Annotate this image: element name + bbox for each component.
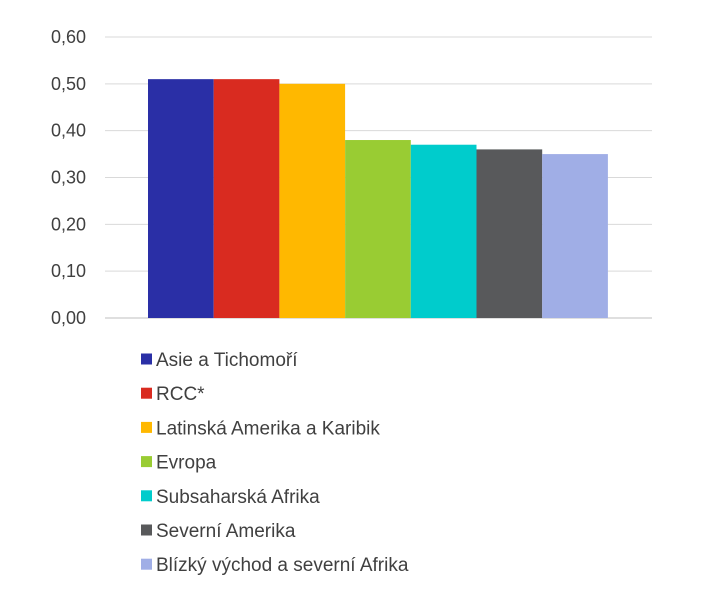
y-tick-label: 0,50 xyxy=(51,74,86,94)
legend-item: Evropa xyxy=(141,453,217,474)
bar xyxy=(148,79,214,319)
legend-swatch xyxy=(141,558,152,570)
bars xyxy=(148,79,608,319)
y-tick-label: 0,60 xyxy=(51,27,86,47)
legend-swatch xyxy=(141,456,152,468)
legend-label: Asie a Tichomoří xyxy=(156,350,298,371)
legend: Asie a Tichomoří RCC* Latinská Amerika a K… xyxy=(141,350,409,576)
bar xyxy=(345,140,411,318)
bar xyxy=(410,144,477,318)
bar xyxy=(279,83,346,318)
bar xyxy=(476,149,543,318)
legend-swatch xyxy=(141,421,152,433)
legend-label: RCC* xyxy=(156,384,205,405)
legend-item: Asie a Tichomoří xyxy=(141,350,298,371)
legend-swatch xyxy=(141,490,152,502)
legend-swatch xyxy=(141,524,152,536)
legend-label: Subsaharská Afrika xyxy=(156,487,320,508)
legend-label: Latinská Amerika a Karibik xyxy=(156,418,380,439)
legend-label: Severní Amerika xyxy=(156,521,296,542)
legend-swatch xyxy=(141,353,152,365)
legend-item: Blízký východ a severní Afrika xyxy=(141,555,409,576)
bar xyxy=(542,154,608,318)
legend-item: RCC* xyxy=(141,384,205,405)
y-tick-label: 0,40 xyxy=(51,121,86,141)
legend-item: Latinská Amerika a Karibik xyxy=(141,418,380,439)
bar xyxy=(213,79,280,319)
y-axis-tick-labels: 0,00 0,10 0,20 0,30 0,40 0,50 0,60 xyxy=(51,27,86,328)
y-tick-label: 0,00 xyxy=(51,308,86,328)
legend-label: Blízký východ a severní Afrika xyxy=(156,555,409,576)
y-tick-label: 0,30 xyxy=(51,168,86,188)
legend-item: Severní Amerika xyxy=(141,521,296,542)
legend-label: Evropa xyxy=(156,453,217,474)
y-tick-label: 0,20 xyxy=(51,214,86,234)
legend-item: Subsaharská Afrika xyxy=(141,487,320,508)
legend-swatch xyxy=(141,387,152,399)
y-tick-label: 0,10 xyxy=(51,261,86,281)
